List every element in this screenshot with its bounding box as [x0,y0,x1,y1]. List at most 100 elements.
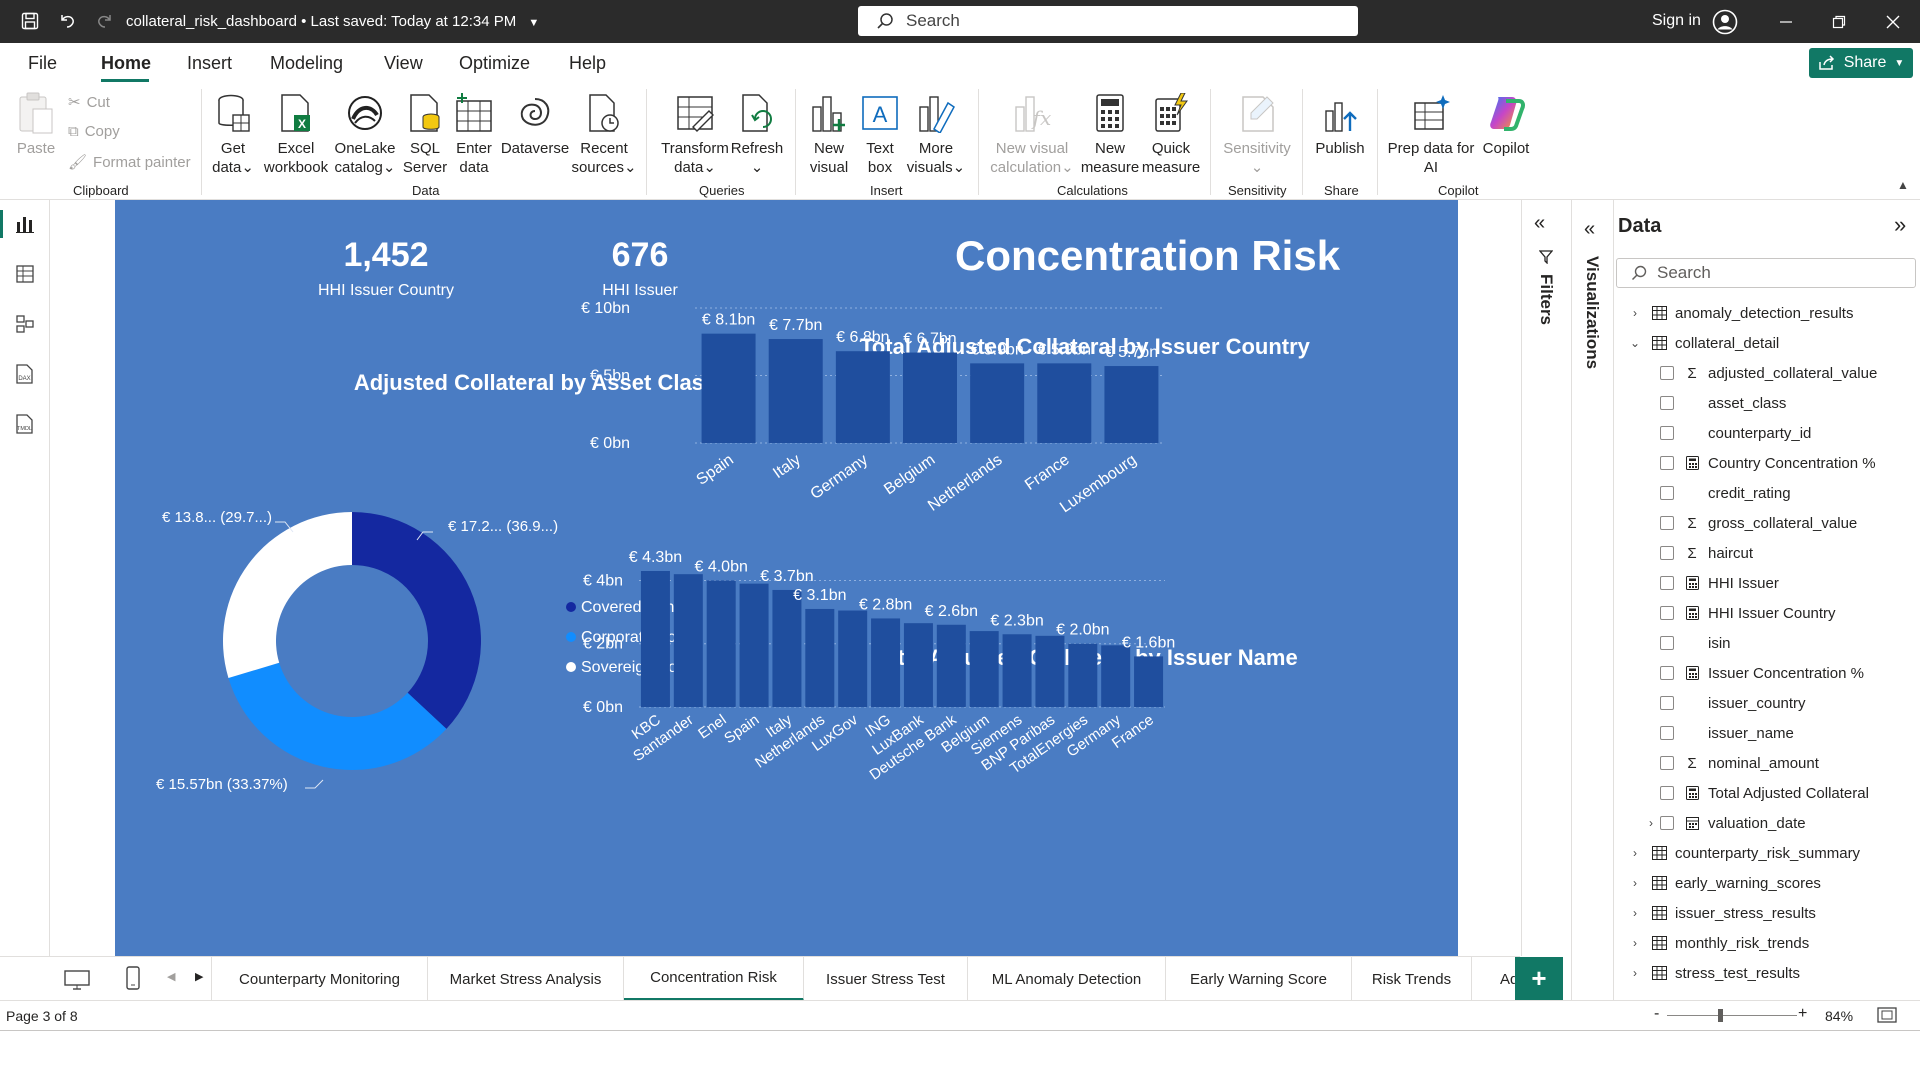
table-view-icon[interactable] [13,262,37,286]
page-tab-ml-anomaly-detection[interactable]: ML Anomaly Detection [968,957,1166,1001]
report-page[interactable]: 1,452 HHI Issuer Country 676 HHI Issuer … [115,200,1458,956]
close-icon[interactable] [1882,11,1904,33]
data-field-item[interactable]: Total Adjusted Collateral [1660,781,1869,805]
refresh-button[interactable]: Refresh ⌄ [731,91,783,177]
tab-view[interactable]: View [384,53,423,73]
excel-workbook-button[interactable]: X Excel workbook [264,91,328,177]
new-visual-button[interactable]: New visual [805,91,853,177]
chevron-right-icon[interactable]: › [1633,846,1637,860]
cut-button[interactable]: ✂ Cut [68,93,110,112]
field-checkbox[interactable] [1660,366,1674,380]
data-table-item[interactable]: › early_warning_scores [1628,871,1821,895]
data-search-input[interactable]: Search [1616,258,1916,288]
chevron-right-icon[interactable]: › [1633,936,1637,950]
field-checkbox[interactable] [1660,516,1674,530]
chevron-down-icon[interactable]: ▼ [528,17,540,29]
visualizations-pane[interactable]: « Visualizations [1571,200,1613,1000]
sql-server-button[interactable]: SQL Server [402,91,448,177]
sensitivity-button[interactable]: Sensitivity ⌄ [1218,91,1296,177]
minimize-icon[interactable] [1775,11,1797,33]
data-table-item[interactable]: › counterparty_risk_summary [1628,841,1860,865]
field-checkbox[interactable] [1660,576,1674,590]
data-field-item[interactable]: HHI Issuer Country [1660,601,1836,625]
data-field-item[interactable]: isin [1660,631,1731,655]
collapse-ribbon-icon[interactable]: ▲ [1897,178,1909,192]
data-table-item[interactable]: › monthly_risk_trends [1628,931,1809,955]
data-field-item[interactable]: counterparty_id [1660,421,1811,445]
data-table-item[interactable]: ⌄ collateral_detail [1628,331,1779,355]
field-checkbox[interactable] [1660,456,1674,470]
data-table-item[interactable]: › issuer_stress_results [1628,901,1816,925]
data-field-item[interactable]: › valuation_date [1644,811,1806,835]
field-checkbox[interactable] [1660,666,1674,680]
fit-to-page-icon[interactable] [1877,1006,1897,1027]
copy-button[interactable]: ⧉ Copy [68,123,120,140]
field-checkbox[interactable] [1660,786,1674,800]
paste-button[interactable]: Paste [14,91,58,158]
recent-sources-button[interactable]: Recent sources⌄ [571,91,637,177]
field-checkbox[interactable] [1660,726,1674,740]
report-view-icon[interactable] [13,212,37,236]
zoom-slider-track[interactable] [1667,1015,1797,1016]
copilot-button[interactable]: Copilot [1478,91,1534,158]
tab-home[interactable]: Home [101,53,152,73]
data-field-item[interactable]: credit_rating [1660,481,1791,505]
page-tab-concentration-risk[interactable]: Concentration Risk [624,957,804,1001]
tmdl-view-icon[interactable]: TMDL [13,412,37,436]
desktop-layout-icon[interactable] [64,969,90,996]
page-tab-truncated[interactable]: Ad [1500,970,1515,988]
expand-visualizations-icon[interactable]: « [1584,218,1596,240]
field-checkbox[interactable] [1660,636,1674,650]
data-field-item[interactable]: HHI Issuer [1660,571,1779,595]
data-field-item[interactable]: Issuer Concentration % [1660,661,1864,685]
new-visual-calculation-button[interactable]: fx New visual calculation⌄ [990,91,1074,177]
chevron-right-icon[interactable]: › [1633,966,1637,980]
data-field-item[interactable]: issuer_name [1660,721,1794,745]
chevron-right-icon[interactable]: › [1633,876,1637,890]
tab-insert[interactable]: Insert [187,53,233,73]
avatar-icon[interactable] [1712,9,1738,35]
field-checkbox[interactable] [1660,546,1674,560]
chevron-right-icon[interactable]: › [1633,906,1637,920]
field-checkbox[interactable] [1660,756,1674,770]
file-title[interactable]: collateral_risk_dashboard • Last saved: … [126,13,539,30]
field-checkbox[interactable] [1660,606,1674,620]
scroll-right-icon[interactable]: ▶ [195,971,204,983]
tab-modeling[interactable]: Modeling [270,53,344,73]
prep-data-for-ai-button[interactable]: Prep data for AI [1386,91,1476,177]
model-view-icon[interactable] [13,312,37,336]
quick-measure-button[interactable]: Quick measure [1142,91,1200,177]
tab-file[interactable]: File [28,53,58,73]
publish-button[interactable]: Publish [1312,91,1368,158]
collapse-filters-icon[interactable]: « [1534,212,1546,234]
page-tab-risk-trends[interactable]: Risk Trends [1352,957,1472,1001]
dataverse-button[interactable]: Dataverse [500,91,570,158]
new-measure-button[interactable]: New measure [1080,91,1140,177]
more-visuals-button[interactable]: More visuals⌄ [906,91,966,177]
enter-data-button[interactable]: Enter data [452,91,496,177]
restore-icon[interactable] [1828,11,1850,33]
global-search-box[interactable]: Search [858,6,1358,36]
scroll-left-icon[interactable]: ◀ [167,971,176,983]
filters-pane[interactable]: « Filters [1521,200,1571,956]
field-checkbox[interactable] [1660,426,1674,440]
text-box-button[interactable]: A Text box [858,91,902,177]
mobile-layout-icon[interactable] [126,966,140,995]
field-checkbox[interactable] [1660,486,1674,500]
undo-icon[interactable] [56,10,78,32]
field-checkbox[interactable] [1660,696,1674,710]
chevron-down-icon[interactable]: ⌄ [1629,336,1641,350]
data-table-item[interactable]: › anomaly_detection_results [1628,301,1853,325]
data-field-item[interactable]: issuer_country [1660,691,1806,715]
data-field-item[interactable]: asset_class [1660,391,1786,415]
chevron-right-icon[interactable]: › [1633,306,1637,320]
redo-icon[interactable] [94,10,116,32]
save-icon[interactable] [19,10,41,32]
page-tab-issuer-stress-test[interactable]: Issuer Stress Test [804,957,968,1001]
onelake-catalog-button[interactable]: OneLake catalog⌄ [334,91,396,177]
zoom-slider-thumb[interactable] [1718,1009,1723,1022]
